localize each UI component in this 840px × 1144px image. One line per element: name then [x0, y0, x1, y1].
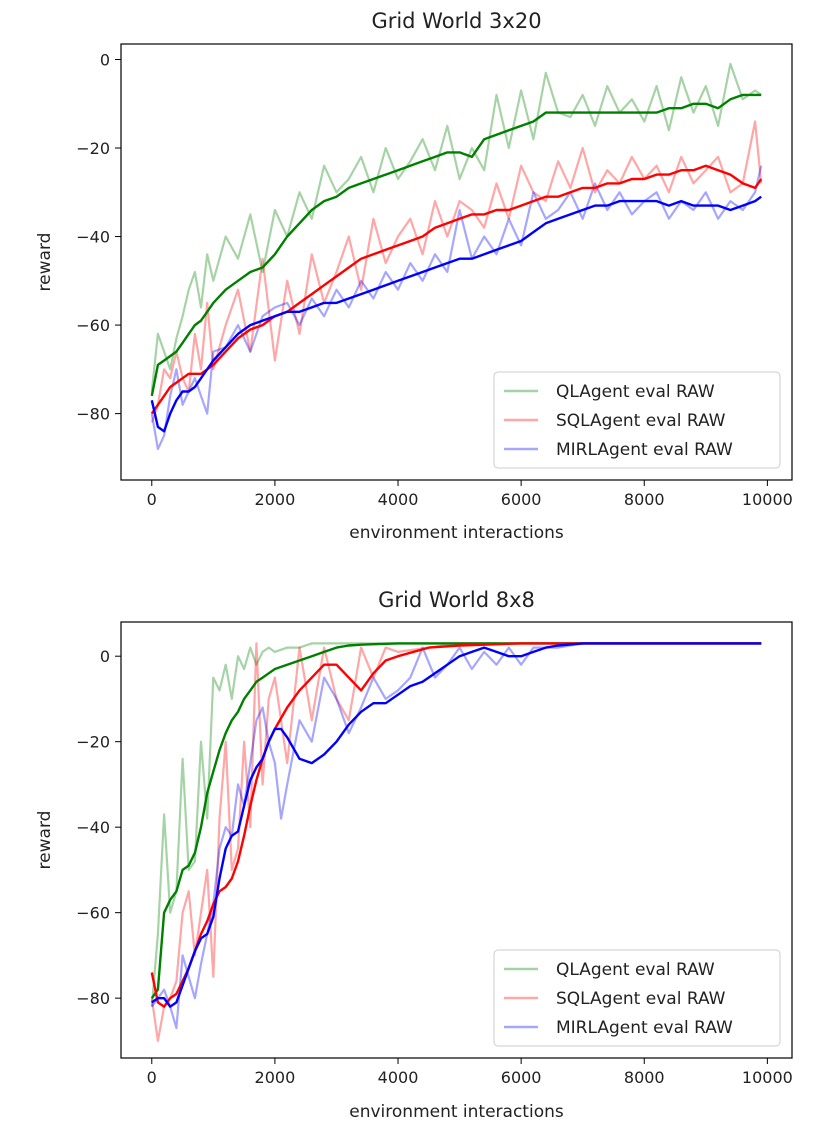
chart-1-x-axis-label: environment interactions: [349, 523, 564, 543]
chart-2-x-tick-label: 4000: [378, 1068, 419, 1087]
chart-1-raw-series-2: [150, 120, 763, 423]
chart-2-plot-area: [150, 642, 762, 1042]
chart-2-raw-series-3: [150, 642, 762, 1030]
chart-1-y-axis-label: reward: [35, 233, 55, 292]
chart-1: Grid World 3x20 0 2000 4000 6000 8000 10000 0 −2…: [35, 9, 793, 543]
chart-2: Grid World 8x8 0 2000 4000 6000 8000 10000 0 −20…: [35, 588, 793, 1122]
chart-2-x-tick-label: 2000: [255, 1068, 296, 1087]
chart-2-raw-series-2: [150, 642, 762, 1042]
chart-1-plot-area: [150, 62, 763, 451]
chart-1-y-tick-label: −20: [76, 139, 110, 158]
chart-1-x-tick-label: 10000: [742, 490, 793, 509]
chart-2-y-tick-label: −20: [76, 733, 110, 752]
chart-1-raw-series-3: [150, 165, 763, 451]
chart-1-raw-series-1: [150, 62, 762, 392]
chart-1-y-tick-label: −40: [76, 228, 110, 247]
chart-1-y-tick-label: −60: [76, 316, 110, 335]
chart-2-legend-entry: SQLAgent eval RAW: [556, 989, 726, 1009]
chart-2-smoothed-series-3: [151, 642, 762, 1008]
chart-1-legend-box: [493, 371, 781, 469]
chart-1-frame: [120, 43, 793, 481]
chart-1-legend: QLAgent eval RAW SQLAgent eval RAW MIRLAge…: [493, 371, 781, 469]
chart-2-x-tick-label: 10000: [742, 1068, 793, 1087]
chart-2-y-axis-label: reward: [35, 811, 55, 870]
chart-2-legend-entry: MIRLAgent eval RAW: [556, 1018, 733, 1038]
chart-1-y-tick-label: 0: [100, 50, 110, 69]
chart-1-x-tick-label: 4000: [378, 490, 419, 509]
chart-2-y-tick-label: −60: [76, 904, 110, 923]
chart-1-x-tick-label: 0: [147, 490, 157, 509]
chart-2-legend-box: [493, 949, 781, 1047]
chart-2-x-tick-label: 6000: [501, 1068, 542, 1087]
chart-1-y-tick-label: −80: [76, 405, 110, 424]
chart-2-legend-entry: QLAgent eval RAW: [556, 960, 715, 980]
chart-2-x-tick-label: 0: [147, 1068, 157, 1087]
chart-2-y-tick-label: −80: [76, 989, 110, 1008]
chart-1-x-tick-label: 6000: [501, 490, 542, 509]
chart-2-smoothed-series-1: [150, 642, 762, 999]
chart-2-x-tick-label: 8000: [624, 1068, 665, 1087]
chart-1-legend-entry: MIRLAgent eval RAW: [556, 440, 733, 460]
chart-2-y-tick-label: −40: [76, 818, 110, 837]
chart-2-frame: [120, 621, 793, 1059]
chart-1-title: Grid World 3x20: [371, 9, 541, 33]
chart-2-title: Grid World 8x8: [378, 588, 535, 612]
chart-2-y-tick-label: 0: [100, 647, 110, 666]
chart-1-smoothed-series-3: [150, 195, 762, 433]
chart-2-x-axis-label: environment interactions: [349, 1102, 564, 1122]
chart-1-x-tick-label: 2000: [255, 490, 296, 509]
chart-1-x-tick-label: 8000: [624, 490, 665, 509]
chart-1-legend-entry: SQLAgent eval RAW: [556, 411, 726, 431]
chart-1-smoothed-series-1: [150, 93, 762, 397]
chart-1-legend-entry: QLAgent eval RAW: [556, 382, 715, 402]
chart-2-legend: QLAgent eval RAW SQLAgent eval RAW MIRLAge…: [493, 949, 781, 1047]
